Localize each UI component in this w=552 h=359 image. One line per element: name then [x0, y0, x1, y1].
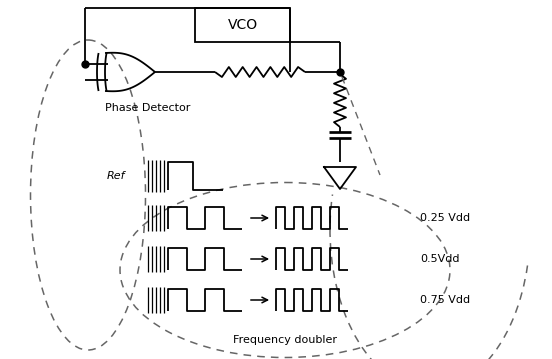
- Text: Frequency doubler: Frequency doubler: [233, 335, 337, 345]
- Text: 0.5Vdd: 0.5Vdd: [420, 254, 459, 264]
- Text: Ref: Ref: [107, 171, 125, 181]
- Text: 0.25 Vdd: 0.25 Vdd: [420, 213, 470, 223]
- Text: Phase Detector: Phase Detector: [105, 103, 190, 113]
- Text: VCO: VCO: [227, 18, 258, 32]
- Bar: [195, 8, 290, 42]
- Text: 0.75 Vdd: 0.75 Vdd: [420, 295, 470, 305]
